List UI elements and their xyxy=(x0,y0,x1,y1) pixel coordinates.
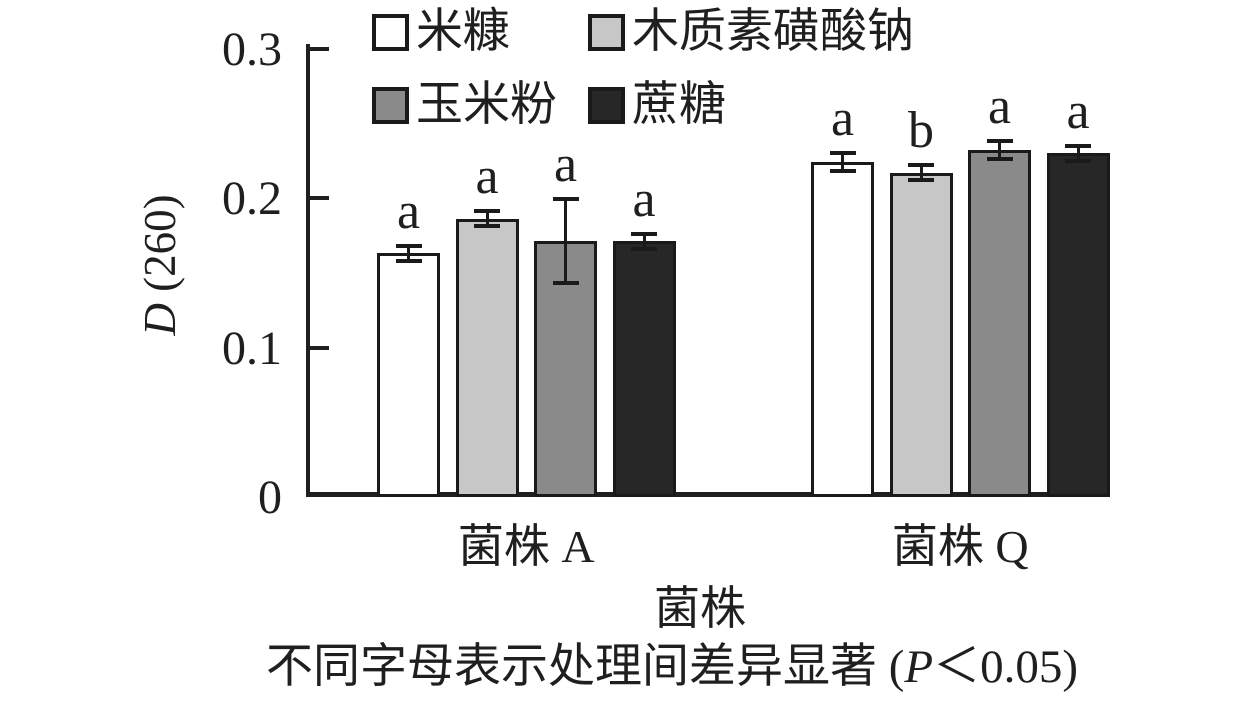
y-tick-0.2 xyxy=(310,196,329,200)
bar-菌株 A-木质素磺酸钠 xyxy=(455,218,519,497)
x-axis-title: 菌株 xyxy=(654,583,746,634)
bar-菌株 Q-玉米粉 xyxy=(968,150,1031,497)
error-bar-cap-top-菌株 A-木质素磺酸钠 xyxy=(474,209,500,214)
y-tick-0.3 xyxy=(310,46,329,51)
significance-letter-菌株 Q-玉米粉: a xyxy=(987,78,1012,136)
legend-swatch-木质素磺酸钠 xyxy=(588,13,625,51)
error-bar-cap-bottom-菌株 Q-蔗糖 xyxy=(1065,158,1091,163)
x-axis-line xyxy=(306,492,1110,497)
error-bar-stem-菌株 Q-木质素磺酸钠 xyxy=(919,165,923,181)
y-tick-0.1 xyxy=(310,345,329,350)
y-tick-label-0: 0 xyxy=(258,471,282,524)
bar-菌株 Q-蔗糖 xyxy=(1046,153,1110,497)
error-bar-cap-bottom-菌株 Q-玉米粉 xyxy=(986,157,1013,162)
significance-letter-菌株 Q-木质素磺酸钠: b xyxy=(908,102,934,160)
significance-letter-菌株 Q-蔗糖: a xyxy=(1066,82,1090,140)
error-bar-stem-菌株 A-玉米粉 xyxy=(564,199,567,284)
error-bar-cap-bottom-菌株 A-木质素磺酸钠 xyxy=(474,224,500,229)
legend-item-玉米粉: 玉米粉 xyxy=(372,77,557,133)
error-bar-cap-top-菌株 Q-蔗糖 xyxy=(1065,143,1091,148)
error-bar-cap-top-菌株 Q-木质素磺酸钠 xyxy=(908,163,934,168)
error-bar-cap-top-菌株 A-玉米粉 xyxy=(552,197,579,202)
legend-label-米糠: 米糠 xyxy=(416,6,510,58)
error-bar-cap-top-菌株 Q-米糠 xyxy=(829,151,856,156)
significance-letter-菌株 A-蔗糖: a xyxy=(632,170,656,228)
error-bar-stem-菌株 Q-玉米粉 xyxy=(998,141,1001,160)
error-bar-stem-菌株 A-蔗糖 xyxy=(642,233,646,249)
figure-caption: 不同字母表示处理间差异显著 (P＜0.05) xyxy=(266,639,1078,695)
error-bar-cap-bottom-菌株 A-米糠 xyxy=(395,258,422,263)
bar-菌株 Q-木质素磺酸钠 xyxy=(889,172,953,497)
error-bar-cap-bottom-菌株 A-玉米粉 xyxy=(552,281,579,286)
caption-text: 不同字母表示处理间差异显著 ( xyxy=(266,641,905,693)
error-bar-cap-bottom-菌株 Q-木质素磺酸钠 xyxy=(908,178,934,183)
legend-swatch-蔗糖 xyxy=(588,86,625,124)
caption-value: ＜0.05) xyxy=(933,641,1079,693)
caption-p-italic: P xyxy=(904,641,934,693)
legend-swatch-米糠 xyxy=(372,13,409,51)
x-category-label-菌株 Q: 菌株 Q xyxy=(891,521,1029,572)
error-bar-cap-top-菌株 Q-玉米粉 xyxy=(986,139,1013,144)
bar-菌株 Q-米糠 xyxy=(811,162,874,497)
y-tick-label-0.1: 0.1 xyxy=(222,321,282,375)
x-category-label-菌株 A: 菌株 A xyxy=(457,521,595,572)
y-axis-line xyxy=(306,44,310,497)
significance-letter-菌株 A-玉米粉: a xyxy=(553,136,578,194)
legend-swatch-玉米粉 xyxy=(372,86,409,124)
error-bar-stem-菌株 A-米糠 xyxy=(407,245,410,261)
error-bar-stem-菌株 Q-米糠 xyxy=(841,153,844,172)
bar-菌株 A-米糠 xyxy=(377,253,440,497)
error-bar-stem-菌株 A-木质素磺酸钠 xyxy=(485,211,489,227)
significance-letter-菌株 A-米糠: a xyxy=(396,182,421,240)
legend-label-木质素磺酸钠: 木质素磺酸钠 xyxy=(632,6,914,58)
bar-菌株 A-蔗糖 xyxy=(612,241,676,497)
legend-item-木质素磺酸钠: 木质素磺酸钠 xyxy=(588,4,914,60)
y-tick-label-0.3: 0.3 xyxy=(222,22,282,76)
error-bar-cap-top-菌株 A-蔗糖 xyxy=(631,231,657,236)
error-bar-stem-菌株 Q-蔗糖 xyxy=(1076,145,1080,161)
error-bar-cap-top-菌株 A-米糠 xyxy=(395,243,422,248)
legend-label-蔗糖: 蔗糖 xyxy=(632,79,726,131)
legend-item-米糠: 米糠 xyxy=(372,4,510,60)
y-tick-label-0.2: 0.2 xyxy=(222,172,282,225)
significance-letter-菌株 Q-米糠: a xyxy=(830,90,855,148)
error-bar-cap-bottom-菌株 Q-米糠 xyxy=(829,169,856,174)
error-bar-cap-bottom-菌株 A-蔗糖 xyxy=(631,246,657,251)
significance-letter-菌株 A-木质素磺酸钠: a xyxy=(475,148,499,206)
legend-item-蔗糖: 蔗糖 xyxy=(588,77,726,133)
legend-label-玉米粉: 玉米粉 xyxy=(416,79,557,131)
